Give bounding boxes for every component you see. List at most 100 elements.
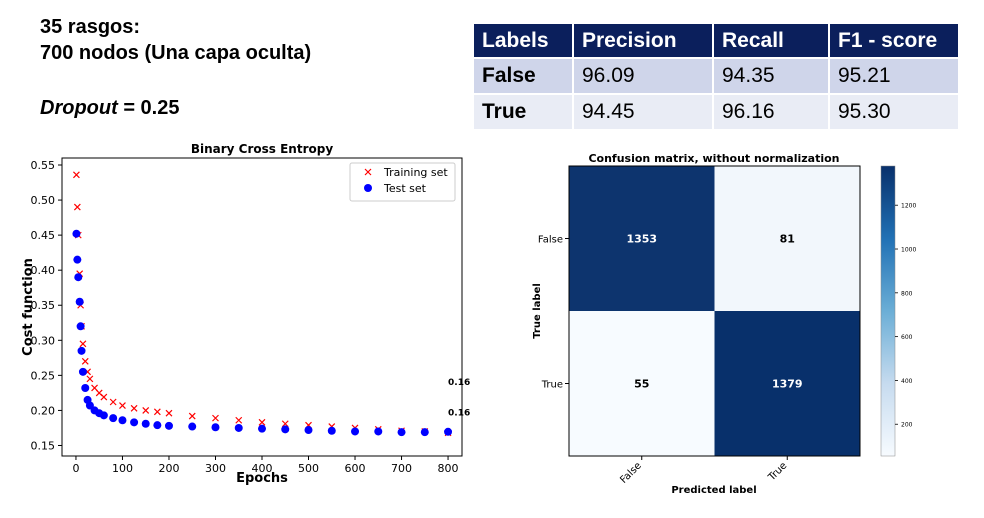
confusion-matrix-x-axis: False True (618, 456, 789, 486)
colorbar-tick-label: 600 (901, 334, 913, 341)
legend-training-symbol (364, 168, 372, 176)
colorbar (880, 165, 896, 457)
x-tick-label: 800 (438, 462, 459, 475)
metrics-cell-precision: 96.09 (573, 57, 714, 94)
x-tick-label: 100 (112, 462, 133, 475)
x-tick-label: 400 (252, 462, 273, 475)
x-tick-label: 700 (391, 462, 412, 475)
test-point (420, 428, 429, 437)
metrics-header-precision: Precision (573, 24, 714, 58)
matrix-cell-value: 1353 (626, 233, 657, 246)
test-point (188, 422, 197, 431)
loss-chart-xlabel: Epochs (236, 471, 288, 486)
training-point (73, 203, 81, 211)
training-point (119, 402, 126, 409)
test-point (374, 427, 383, 436)
y-tick-label: 0.35 (31, 299, 56, 312)
metrics-row-false: False 96.09 94.35 95.21 (474, 57, 958, 94)
y-tick-label: 0.40 (31, 264, 56, 277)
metrics-cell-precision: 94.45 (573, 93, 714, 129)
training-point (81, 357, 89, 365)
test-point (76, 322, 85, 331)
colorbar-tick-label: 1000 (901, 247, 916, 254)
training-point (235, 416, 243, 424)
test-point (73, 255, 82, 264)
test-point (164, 421, 173, 430)
metrics-header-row: Labels Precision Recall F1 - score (474, 24, 958, 58)
metrics-cell-label: True (474, 93, 574, 129)
metrics-cell-recall: 94.35 (713, 57, 830, 94)
colorbar-tick-label: 200 (901, 422, 913, 429)
confusion-matrix-xlabel: Predicted label (671, 485, 756, 496)
confusion-matrix-cells: 1353 81 55 1379 (569, 166, 860, 456)
test-point (118, 416, 127, 425)
legend-test-label: Test set (383, 182, 427, 195)
y-tick-label: 0.45 (31, 229, 56, 242)
training-point (109, 398, 117, 406)
training-point (212, 414, 219, 422)
heading-dropout: Dropout = 0.25 (40, 96, 179, 120)
y-tick-label: 0.50 (31, 194, 56, 207)
colorbar-ticks: 200 400 600 800 1000 1200 (895, 203, 916, 429)
training-point (79, 340, 87, 348)
y-tick-label: 0.30 (31, 334, 56, 347)
test-point (258, 424, 266, 433)
x-tick-label: 0 (72, 462, 79, 475)
legend-training-label: Training set (383, 166, 448, 179)
x-tick-label: 600 (345, 462, 366, 475)
y-tick-label: False (538, 235, 563, 246)
training-point (153, 408, 161, 416)
loss-chart-y-axis: 0.15 0.20 0.25 0.30 0.35 0.40 0.45 0.50 0.55 (31, 159, 62, 452)
loss-chart-plot-area (61, 157, 463, 457)
heading-features: 35 rasgos: (40, 16, 141, 38)
y-tick-label: 0.15 (31, 439, 56, 452)
y-tick-label: 0.55 (31, 159, 56, 172)
metrics-cell-f1: 95.30 (829, 93, 958, 129)
x-tick-label: False (618, 460, 644, 486)
test-point (75, 297, 84, 306)
training-point (281, 420, 289, 428)
test-point (99, 411, 108, 420)
metrics-row-true: True 94.45 96.16 95.30 (474, 93, 958, 129)
confusion-matrix-ylabel: True label (532, 283, 543, 339)
training-point (258, 418, 266, 426)
x-tick-label: True (766, 460, 790, 484)
legend-test-symbol (364, 184, 372, 192)
test-point (74, 273, 83, 282)
legend-box (349, 162, 456, 202)
matrix-cell (569, 311, 715, 456)
test-point (153, 421, 162, 430)
heading-nodes: 700 nodos (Una capa oculta) (40, 42, 312, 64)
metrics-cell-f1: 95.21 (829, 57, 958, 94)
loss-chart-ylabel: Cost function (21, 258, 36, 356)
test-point (109, 414, 118, 423)
matrix-cell-value: 81 (780, 233, 795, 246)
y-tick-label: 0.25 (31, 369, 56, 382)
training-point (100, 393, 108, 401)
value-annotation: 0.1681 (448, 378, 470, 388)
y-tick-label: True (541, 380, 563, 391)
legend-training-marker (364, 168, 372, 176)
metrics-header-labels: Labels (474, 24, 574, 58)
test-point (77, 346, 86, 355)
x-tick-label: 300 (205, 462, 226, 475)
confusion-matrix-frame (568, 165, 861, 457)
test-point (397, 428, 406, 437)
metrics-table: Labels Precision Recall F1 - score False… (474, 24, 958, 129)
confusion-matrix-chart: Confusion matrix, without normalization … (532, 152, 916, 496)
training-point (165, 409, 173, 417)
training-point (188, 412, 196, 420)
loss-chart-x-axis: 0 100 200 300 400 500 600 700 800 (72, 456, 459, 475)
dropout-value: = 0.25 (117, 97, 180, 119)
colorbar-tick-label: 1200 (901, 203, 916, 210)
x-tick-label: 200 (158, 462, 179, 475)
matrix-cell (569, 166, 715, 311)
test-point (234, 423, 243, 432)
loss-chart-title: Binary Cross Entropy (191, 142, 333, 156)
metrics-header-f1: F1 - score (829, 24, 958, 58)
test-point (78, 367, 87, 376)
metrics-cell-recall: 96.16 (713, 93, 830, 129)
training-point (142, 406, 150, 414)
colorbar-tick-label: 400 (901, 378, 913, 385)
